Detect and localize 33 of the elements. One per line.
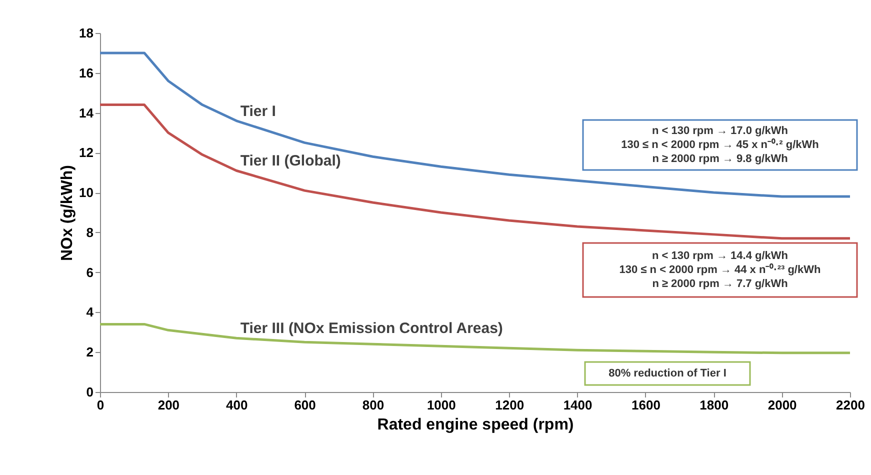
x-tick-label: 1200 [495,398,524,412]
y-tick-label: 18 [79,26,94,40]
y-tick-label: 10 [79,185,94,200]
y-tick-label: 8 [86,224,94,240]
annotation: 80% reduction of Tier I [608,368,726,380]
y-tick-label: 16 [79,65,94,80]
x-tick-label: 600 [294,398,316,412]
series-label: Tier III (NOx Emission Control Areas) [240,320,503,338]
y-tick-label: 14 [79,105,94,120]
y-tick-label: 6 [86,264,94,280]
annotation: n < 130 rpm → 17.0 g/kWh 130 ≤ n < 2000 rpm → 45 x n⁻⁰·² g/kWh n ≥ 2000 rpm → 9.8 g/kWh [621,125,820,165]
x-tick-label: 800 [362,398,384,412]
y-tick-label: 12 [79,145,94,160]
line-series [98,322,852,354]
series-label: Tier I [240,102,276,120]
x-tick-label: 200 [158,398,180,412]
x-tick-label: 1600 [631,398,660,412]
annotation: n < 130 rpm → 14.4 g/kWh 130 ≤ n < 2000 rpm → 44 x n⁻⁰·²³ g/kWh n ≥ 2000 rpm → 7.7 g/kWh [619,250,821,290]
x-tick-label: 0 [96,398,104,412]
x-tick-label: 1000 [426,398,456,412]
series-label: Tier II (Global) [240,152,341,170]
y-tick-label: 0 [86,384,94,400]
line-series [98,104,852,240]
x-tick-label: 2200 [836,398,865,412]
x-tick-label: 2000 [768,398,797,412]
x-tick-label: 1400 [563,398,592,412]
y-tick-label: 4 [86,304,94,320]
x-tick-label: 400 [226,398,248,412]
y-tick-label: 2 [86,344,94,360]
line-series [98,52,852,198]
x-axis-title: Rated engine speed (rpm) [377,416,574,434]
x-tick-label: 1800 [700,398,729,412]
y-axis-title: NOx (g/kWh) [59,165,76,261]
